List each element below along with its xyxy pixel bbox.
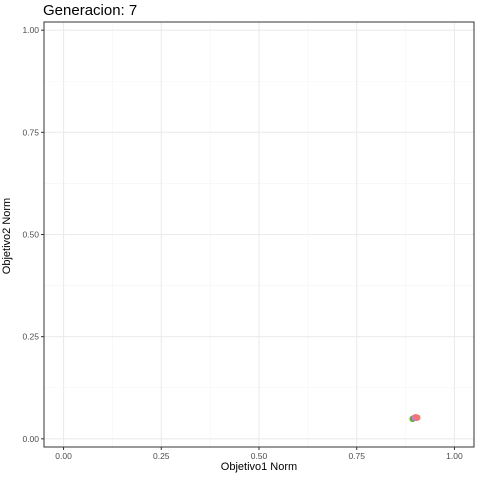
x-tick-label: 0.00 <box>55 451 72 461</box>
y-tick-label: 0.75 <box>22 127 39 137</box>
x-tick-label: 0.25 <box>153 451 170 461</box>
data-point <box>414 414 421 421</box>
y-tick-label: 0.25 <box>22 332 39 342</box>
chart-title: Generacion: 7 <box>43 2 138 19</box>
y-tick-label: 0.50 <box>22 230 39 240</box>
x-axis-label: Objetivo1 Norm <box>220 461 298 473</box>
y-tick-label: 0.00 <box>22 434 39 444</box>
y-tick-label: 1.00 <box>22 25 39 35</box>
x-tick-label: 1.00 <box>446 451 463 461</box>
x-tick-label: 0.50 <box>251 451 268 461</box>
x-tick-label: 0.75 <box>348 451 365 461</box>
